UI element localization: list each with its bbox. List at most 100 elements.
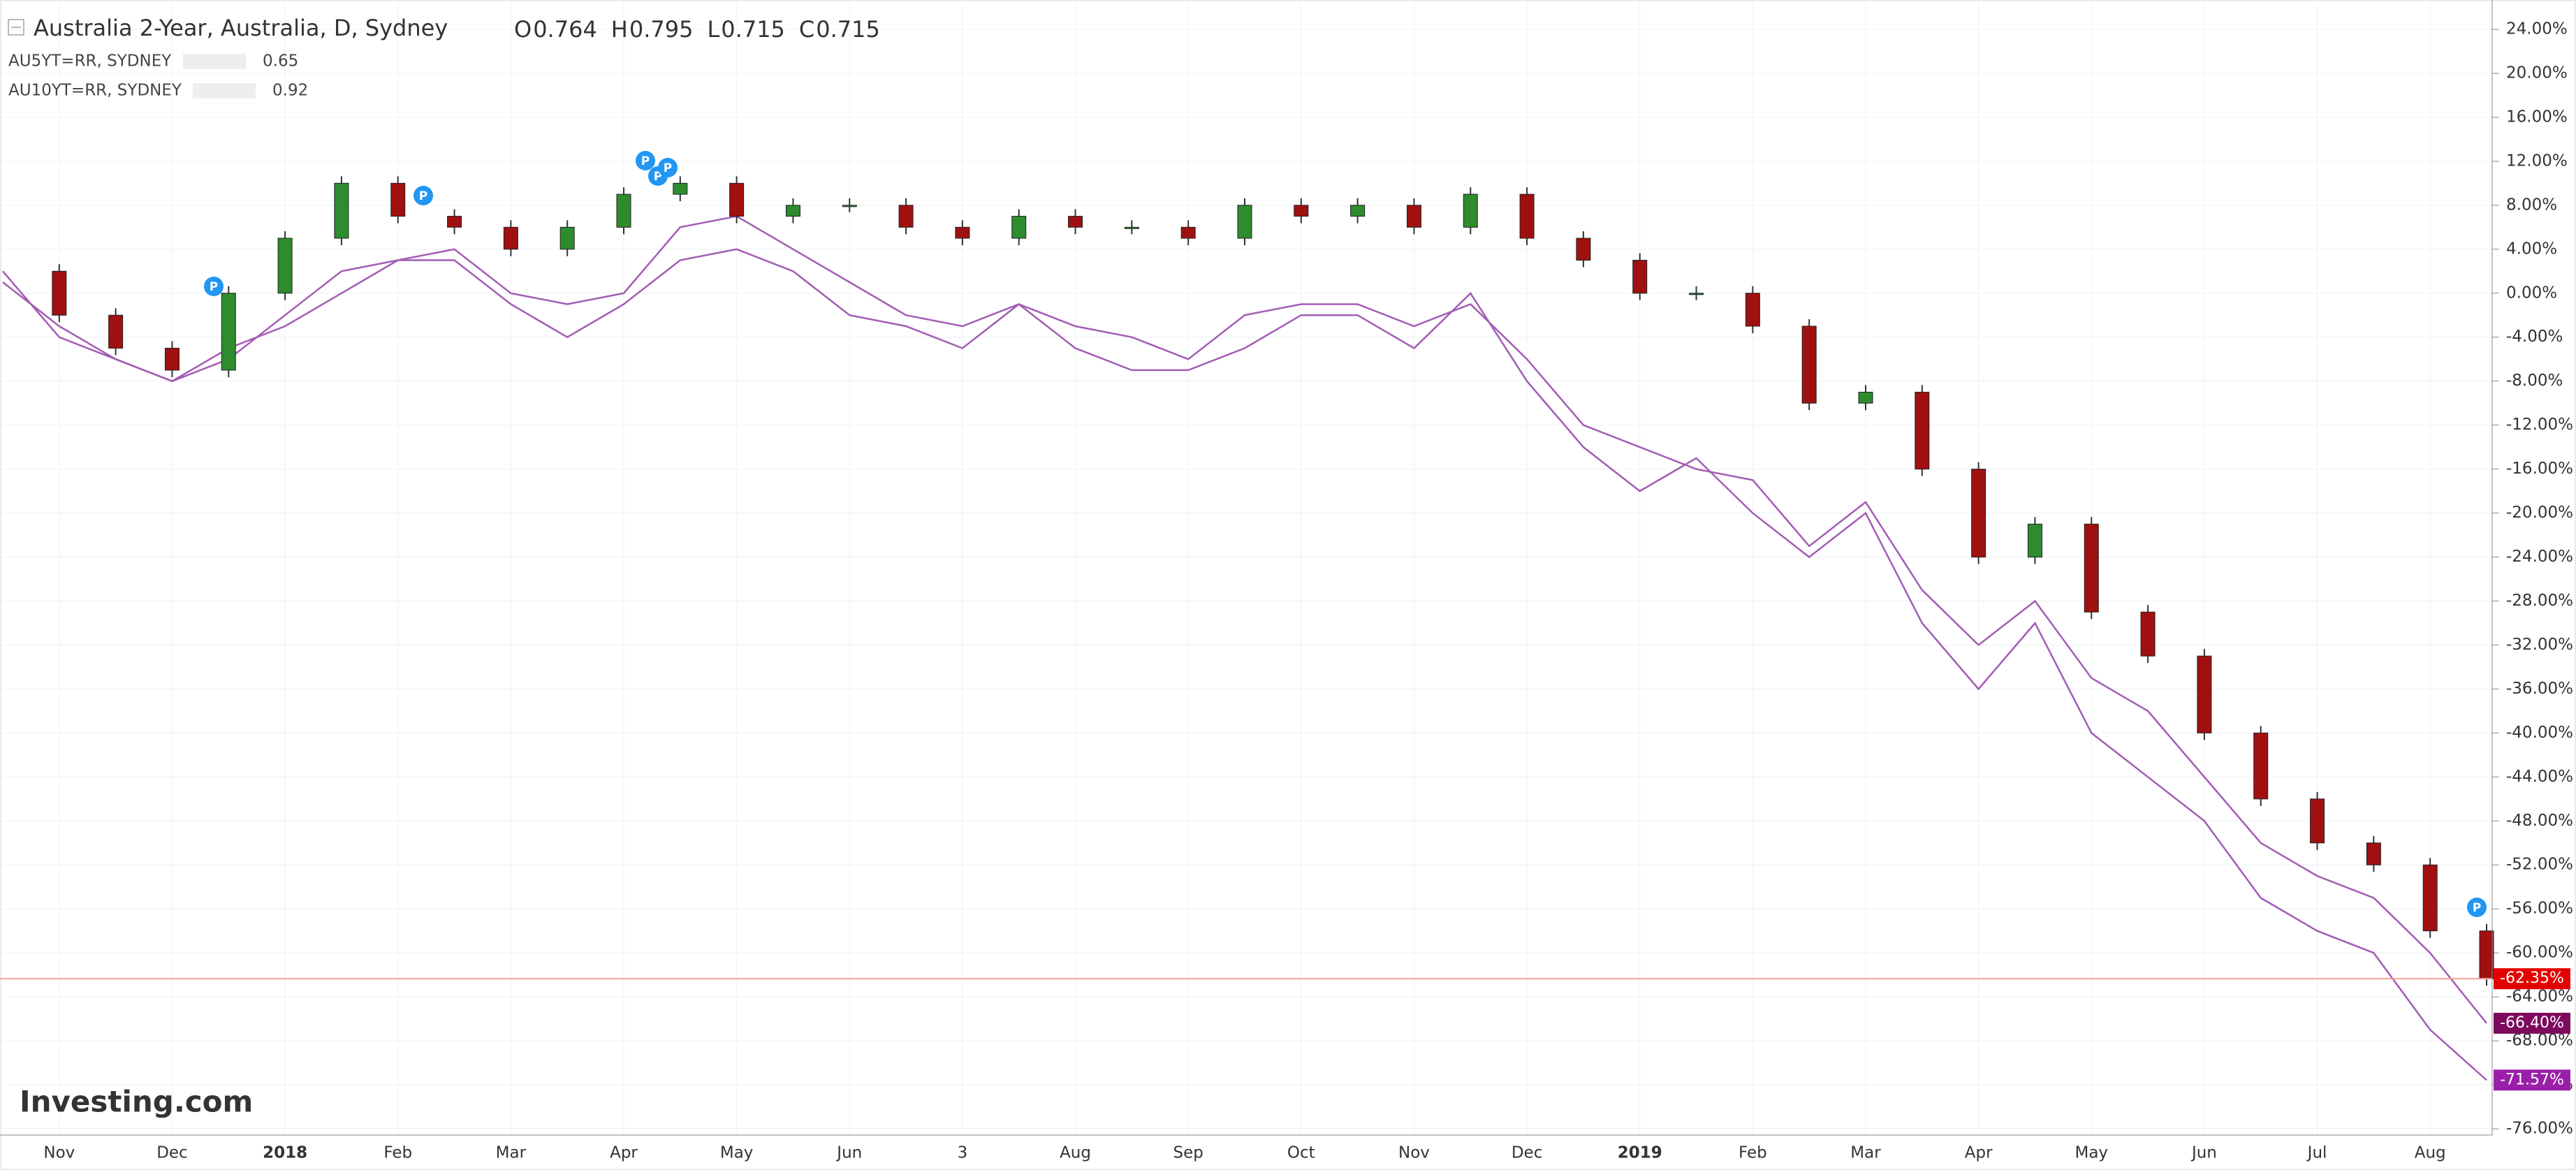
event-marker[interactable] bbox=[2467, 898, 2487, 917]
y-tick-label: 12.00% bbox=[2506, 152, 2568, 170]
y-tick-label: -24.00% bbox=[2506, 548, 2573, 566]
candle-body bbox=[277, 237, 293, 294]
candle-body bbox=[2479, 930, 2494, 979]
event-marker-label: P bbox=[210, 280, 218, 294]
y-tick-label: -12.00% bbox=[2506, 416, 2573, 434]
x-tick-label: 2018 bbox=[263, 1144, 307, 1162]
x-tick-label: May bbox=[2074, 1144, 2108, 1162]
y-tick-label: 0.00% bbox=[2506, 284, 2557, 302]
watermark: Investing.com bbox=[20, 1085, 253, 1119]
series-line bbox=[2, 248, 2487, 1081]
candle-body bbox=[1519, 193, 1535, 239]
y-tick-label: -8.00% bbox=[2506, 372, 2563, 390]
candle-body bbox=[503, 226, 518, 250]
y-tick-label: -48.00% bbox=[2506, 812, 2573, 830]
candle-body bbox=[1463, 193, 1478, 228]
candle-body bbox=[1576, 237, 1591, 261]
x-tick-label: Jun bbox=[2190, 1144, 2217, 1162]
event-marker-label: P bbox=[664, 161, 672, 175]
ohlc-label: O bbox=[514, 16, 532, 43]
legend-value: 0.92 bbox=[272, 82, 308, 100]
x-tick-label: 3 bbox=[958, 1144, 968, 1162]
series-line bbox=[2, 215, 2487, 1024]
candle-body bbox=[1294, 205, 1309, 217]
y-tick-label: -64.00% bbox=[2506, 988, 2573, 1006]
x-tick-label: Oct bbox=[1287, 1144, 1315, 1162]
ohlc-label: C bbox=[799, 16, 814, 43]
ohlc-label: H bbox=[611, 16, 628, 43]
candle-body bbox=[447, 216, 462, 228]
event-marker[interactable] bbox=[658, 158, 678, 177]
event-marker-label: P bbox=[419, 189, 427, 203]
y-tick-label: 24.00% bbox=[2506, 20, 2568, 38]
candle-body bbox=[2027, 523, 2042, 558]
candle-body bbox=[1406, 205, 1421, 228]
last-value-label: -71.57% bbox=[2500, 1071, 2564, 1088]
last-value-box bbox=[2494, 968, 2570, 990]
x-tick-label: Nov bbox=[1398, 1144, 1430, 1162]
x-tick-label: Apr bbox=[610, 1144, 638, 1162]
candle-body bbox=[616, 193, 631, 228]
ohlc-label: L bbox=[707, 16, 719, 43]
x-tick-label: Feb bbox=[383, 1144, 412, 1162]
candle-body bbox=[2253, 732, 2269, 800]
x-tick-label: Jun bbox=[835, 1144, 862, 1162]
event-marker-label: P bbox=[2473, 901, 2481, 915]
ohlc-value: 0.795 bbox=[629, 16, 694, 43]
legend-icons bbox=[193, 83, 256, 98]
legend-icons bbox=[183, 54, 246, 69]
ohlc-value: 0.715 bbox=[721, 16, 785, 43]
event-marker[interactable] bbox=[636, 151, 655, 170]
y-tick-label: 8.00% bbox=[2506, 196, 2557, 214]
collapse-icon[interactable] bbox=[8, 19, 24, 36]
x-tick-label: Sep bbox=[1173, 1144, 1203, 1162]
last-value-label: -66.40% bbox=[2500, 1014, 2564, 1032]
candle-body bbox=[842, 205, 857, 207]
x-tick-label: Apr bbox=[1965, 1144, 1993, 1162]
candle-body bbox=[559, 226, 575, 250]
y-tick-label: -28.00% bbox=[2506, 592, 2573, 610]
x-tick-label: 2019 bbox=[1618, 1144, 1662, 1162]
x-tick-label: May bbox=[720, 1144, 754, 1162]
candle-body bbox=[2084, 523, 2099, 613]
y-tick-label: -40.00% bbox=[2506, 724, 2573, 742]
candle-body bbox=[1801, 326, 1817, 404]
x-tick-label: Nov bbox=[43, 1144, 75, 1162]
y-tick-label: -44.00% bbox=[2506, 768, 2573, 786]
last-value-box bbox=[2494, 1069, 2570, 1091]
candle-body bbox=[729, 182, 745, 217]
y-tick-label: -56.00% bbox=[2506, 900, 2573, 918]
event-marker-label: P bbox=[641, 154, 650, 168]
candle-body bbox=[2366, 842, 2381, 865]
ohlc-value: 0.715 bbox=[816, 16, 880, 43]
candle-body bbox=[1011, 216, 1027, 239]
y-tick-label: -4.00% bbox=[2506, 328, 2563, 346]
x-tick-label: Aug bbox=[2415, 1144, 2446, 1162]
candle-body bbox=[221, 293, 236, 371]
event-marker[interactable] bbox=[414, 186, 433, 205]
candle-body bbox=[955, 226, 970, 239]
legend-name: AU5YT=RR, SYDNEY bbox=[8, 52, 172, 71]
candle-body bbox=[673, 182, 688, 195]
candle-body bbox=[390, 182, 406, 217]
y-tick-label: 4.00% bbox=[2506, 240, 2557, 258]
y-tick-label: 20.00% bbox=[2506, 64, 2568, 82]
y-tick-label: -52.00% bbox=[2506, 856, 2573, 874]
candle-body bbox=[164, 347, 180, 371]
x-tick-label: Mar bbox=[496, 1144, 527, 1162]
chart-title: Australia 2-Year, Australia, D, Sydney bbox=[34, 15, 448, 41]
y-tick-label: -76.00% bbox=[2506, 1120, 2573, 1138]
event-marker[interactable] bbox=[204, 277, 224, 296]
y-tick-label: -68.00% bbox=[2506, 1032, 2573, 1050]
candle-body bbox=[1689, 293, 1704, 295]
candle-body bbox=[1350, 205, 1366, 217]
candle-body bbox=[334, 182, 349, 239]
last-value-box bbox=[2494, 1012, 2570, 1034]
candle-body bbox=[785, 205, 800, 217]
x-tick-label: Mar bbox=[1850, 1144, 1881, 1162]
candle-body bbox=[898, 205, 914, 228]
x-tick-label: Jul bbox=[2306, 1144, 2327, 1162]
